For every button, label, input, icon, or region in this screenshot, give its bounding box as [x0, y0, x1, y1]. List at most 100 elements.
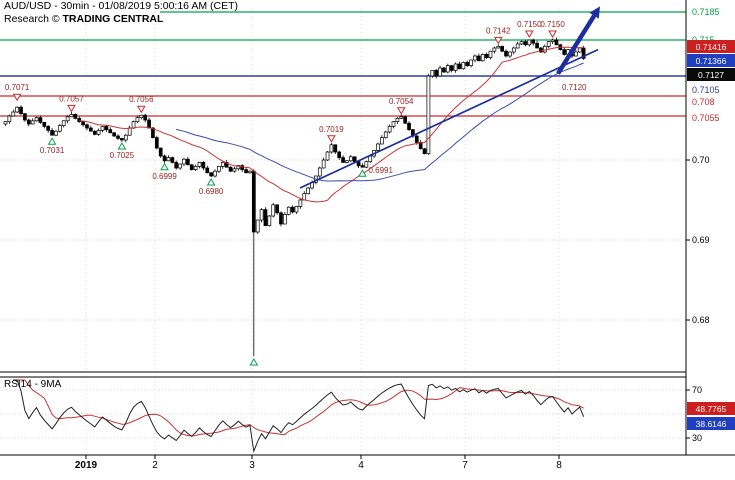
- swing-high-marker: [548, 30, 557, 38]
- candle-body: [135, 117, 140, 122]
- swing-low-label: 0.6980: [199, 187, 224, 196]
- candle-body: [465, 62, 470, 66]
- candle-body: [317, 167, 322, 177]
- price-badge: [687, 54, 735, 67]
- candle-body: [15, 106, 19, 113]
- candle-body: [550, 39, 555, 42]
- candle-body: [38, 117, 43, 123]
- candle-body: [50, 130, 54, 136]
- candle-body: [492, 47, 497, 52]
- chart-header: AUD/USD - 30min - 01/08/2019 5:00:16 AM …: [4, 1, 238, 25]
- candle-body: [407, 122, 411, 130]
- candle-body: [244, 169, 248, 174]
- candle-body: [445, 65, 450, 73]
- candle-body: [399, 116, 404, 119]
- candle-body: [162, 155, 167, 162]
- candle-body: [438, 67, 442, 77]
- x-axis-label: 7: [462, 460, 468, 471]
- candle-body: [368, 155, 373, 162]
- candle-body: [364, 161, 369, 168]
- candle-body: [69, 114, 74, 118]
- candle-body: [42, 122, 47, 127]
- candle-body: [457, 63, 462, 70]
- candle-body: [430, 70, 435, 77]
- chart-title: AUD/USD - 30min - 01/08/2019 5:00:16 AM …: [4, 0, 239, 12]
- candle-body: [186, 158, 190, 166]
- candle-body: [108, 129, 113, 134]
- swing-high-marker: [12, 93, 22, 102]
- swing-low-label: 0.6999: [152, 172, 177, 181]
- candle-body: [104, 126, 109, 130]
- candle-body: [61, 120, 66, 126]
- rsi-tick-label: 70: [692, 385, 702, 395]
- candle-body: [554, 39, 559, 46]
- candle-body: [151, 127, 155, 138]
- candle-body: [209, 172, 213, 177]
- candle-body: [449, 65, 454, 71]
- rsi-badge: [687, 402, 735, 415]
- candle-body: [286, 206, 291, 215]
- candle-body: [515, 43, 520, 49]
- candle-body: [500, 46, 504, 52]
- candle-body: [395, 118, 400, 122]
- candle-body: [85, 124, 89, 129]
- candle-body: [531, 39, 536, 44]
- candle-body: [477, 55, 481, 62]
- candle-body: [143, 114, 148, 121]
- candle-body: [581, 47, 586, 59]
- candle-body: [217, 166, 221, 172]
- research-label: Research ©: [4, 13, 60, 25]
- price-badge: [687, 40, 735, 53]
- candle-body: [116, 135, 120, 139]
- candle-body: [383, 131, 388, 138]
- candle-body: [158, 147, 163, 157]
- swing-low-label: 0.7025: [110, 151, 135, 160]
- candle-body: [65, 116, 70, 122]
- candle-body: [298, 199, 303, 207]
- candle-body: [333, 144, 338, 153]
- candle-body: [546, 41, 551, 47]
- level-lines: [0, 11, 686, 117]
- candle-body: [387, 126, 392, 133]
- candle-body: [228, 166, 233, 172]
- forecast-arrow-head: [589, 6, 600, 19]
- candle-body: [426, 75, 431, 154]
- candle-body: [574, 51, 578, 57]
- candle-body: [147, 119, 151, 129]
- candle-body: [352, 156, 357, 162]
- swing-high-label: 0.7054: [389, 97, 414, 106]
- trading-central-brand: TRADING CENTRAL: [62, 13, 164, 25]
- annotations: 0.7071 0.7031 0.7057 0.7025 0.7056 0.6999 0.69…: [5, 20, 565, 366]
- candle-body: [189, 164, 194, 170]
- candle-body: [112, 132, 116, 137]
- pullback-level-label: 0.7120: [562, 83, 587, 92]
- candle-body: [267, 215, 272, 226]
- price-badge-value: 0.7127: [698, 70, 724, 80]
- candle-body: [271, 204, 276, 217]
- candle-body: [562, 49, 567, 55]
- candle-body: [92, 130, 97, 135]
- candle-body: [232, 168, 237, 172]
- swing-low-marker: [160, 162, 169, 171]
- swing-high-marker: [136, 105, 146, 114]
- candle-body: [469, 59, 473, 66]
- candle-body: [279, 212, 283, 225]
- candle-body: [577, 47, 582, 53]
- rsi-badge-value: 38.6146: [696, 419, 727, 429]
- candle-body: [213, 170, 217, 177]
- swing-low-marker: [117, 142, 127, 150]
- candle-body: [337, 151, 342, 158]
- swing-high-label: 0.7019: [319, 125, 344, 134]
- swing-low-marker: [206, 178, 216, 186]
- swing-high-marker: [493, 36, 503, 45]
- candle-body: [496, 46, 501, 49]
- candle-body: [391, 121, 396, 127]
- candle-body: [542, 46, 547, 53]
- candle-body: [414, 135, 419, 143]
- candle-body: [96, 130, 101, 135]
- candle-body: [527, 39, 532, 46]
- candle-body: [89, 127, 93, 132]
- swing-high-marker: [396, 107, 406, 115]
